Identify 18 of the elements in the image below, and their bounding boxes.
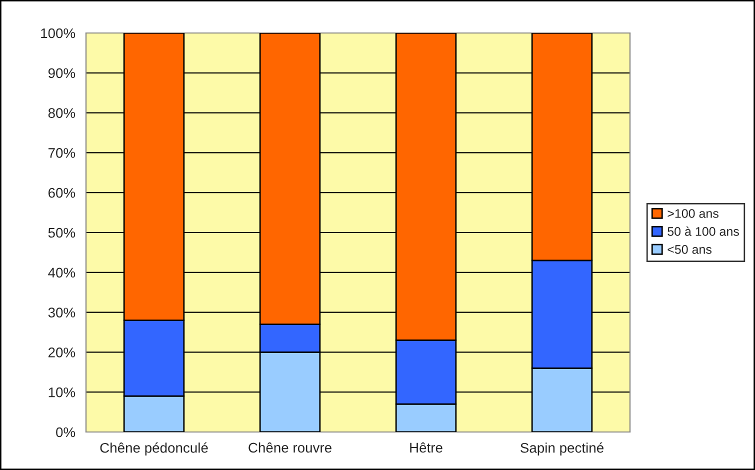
x-tick-label: Sapin pectiné [520, 442, 604, 456]
y-tick-label: 20% [48, 348, 76, 358]
x-tick-label: Hêtre [410, 442, 442, 453]
legend-label: <50 ans [668, 245, 712, 254]
x-tick-label: Chêne pédonculé [100, 442, 208, 456]
y-tick-label: 80% [48, 108, 76, 118]
y-tick-label: 60% [48, 188, 76, 198]
legend-label: >100 ans [668, 209, 718, 218]
y-tick-label: 70% [48, 148, 76, 158]
y-tick-label: 50% [48, 228, 76, 238]
y-tick-label: 90% [48, 68, 76, 78]
y-tick-label: 30% [48, 308, 76, 318]
y-tick-label: 100% [41, 28, 76, 38]
y-tick-label: 40% [48, 268, 76, 278]
y-tick-label: 10% [48, 387, 76, 398]
y-tick-label: 0% [56, 427, 76, 438]
x-tick-label: Chêne rouvre [248, 442, 332, 453]
legend-label: 50 à 100 ans [668, 226, 739, 236]
